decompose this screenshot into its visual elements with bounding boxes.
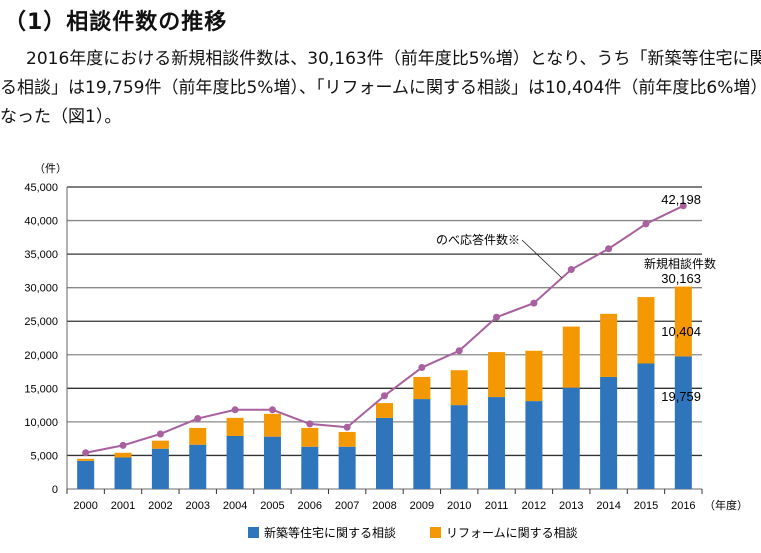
line-point xyxy=(268,406,276,414)
line-point xyxy=(156,430,164,438)
x-tick-label: 2000 xyxy=(73,500,97,512)
bar-reform xyxy=(189,427,207,445)
bar-new xyxy=(488,397,506,489)
line-point xyxy=(530,299,538,307)
total-value: 30,163 xyxy=(661,271,701,286)
x-tick-label: 2004 xyxy=(223,500,247,512)
line-point xyxy=(306,420,314,428)
bar-new xyxy=(674,356,692,489)
line-point xyxy=(605,245,613,253)
bar-reform xyxy=(674,286,692,357)
line-point xyxy=(567,266,575,274)
bar-new xyxy=(450,405,468,489)
y-tick-label: 20,000 xyxy=(24,350,58,362)
bar-reform xyxy=(151,440,169,449)
line-series-label: のべ応答件数※ xyxy=(436,232,520,247)
total-label: 新規相談件数 xyxy=(644,256,716,271)
bar-new xyxy=(226,435,244,489)
x-tick-label: 2009 xyxy=(410,500,434,512)
bar-new xyxy=(189,444,207,489)
bar-reform xyxy=(376,403,393,418)
legend-swatch-reform xyxy=(430,527,441,538)
line-point xyxy=(119,441,127,449)
x-tick-label: 2005 xyxy=(260,500,284,512)
x-tick-label: 2006 xyxy=(298,500,322,512)
line-point xyxy=(679,202,687,210)
legend-swatch-new xyxy=(248,527,259,538)
bar-reform xyxy=(226,417,244,436)
x-tick-label: 2007 xyxy=(335,500,359,512)
y-tick-label: 35,000 xyxy=(24,249,58,261)
y-tick-label: 5,000 xyxy=(30,450,58,462)
bar-new xyxy=(301,446,319,489)
bar-reform xyxy=(600,313,618,377)
line-point xyxy=(493,313,501,321)
x-tick-label: 2001 xyxy=(111,500,135,512)
legend: 新築等住宅に関する相談 リフォームに関する相談 xyxy=(248,525,578,540)
bar-reform xyxy=(301,427,319,447)
line-point xyxy=(231,406,239,414)
line-point xyxy=(343,423,351,431)
bar-new xyxy=(263,436,281,489)
bar-reform xyxy=(263,413,281,437)
x-tick-label: 2002 xyxy=(148,500,172,512)
x-tick-label: 2013 xyxy=(559,500,583,512)
bar-new xyxy=(114,457,132,489)
y-unit-label: （件） xyxy=(34,162,67,175)
new-value: 19,759 xyxy=(661,389,701,404)
y-tick-label: 10,000 xyxy=(24,417,58,429)
y-tick-label: 40,000 xyxy=(24,216,58,228)
x-tick-label: 2011 xyxy=(485,500,509,512)
line-point xyxy=(642,220,650,228)
bar-new xyxy=(376,417,393,489)
x-tick-label: 2014 xyxy=(596,500,620,512)
line-point xyxy=(381,392,388,400)
bar-new xyxy=(77,460,95,489)
x-tick-label: 2003 xyxy=(185,500,209,512)
bar-reform xyxy=(114,452,132,458)
bar-reform xyxy=(637,297,655,364)
section-heading: （1）相談件数の推移 xyxy=(4,10,228,35)
bar-reform xyxy=(488,352,506,398)
line-point xyxy=(194,415,202,423)
paragraph-line-2: る相談」は19,759件（前年度比5%増）、「リフォームに関する相談」は10,4… xyxy=(0,78,761,98)
bar-reform xyxy=(525,350,543,402)
legend-label-new: 新築等住宅に関する相談 xyxy=(264,525,396,540)
legend-label-reform: リフォームに関する相談 xyxy=(446,525,578,540)
line-point xyxy=(82,449,90,457)
y-tick-label: 45,000 xyxy=(24,182,58,194)
bar-reform xyxy=(413,376,431,400)
line-last-value: 42,198 xyxy=(661,192,701,207)
bar-new xyxy=(637,363,655,489)
x-tick-label: 2016 xyxy=(671,500,695,512)
bar-new xyxy=(525,401,543,489)
bar-new xyxy=(151,448,169,489)
x-unit-label: （年度） xyxy=(704,498,748,512)
bar-reform xyxy=(338,431,356,447)
x-tick-label: 2010 xyxy=(447,500,471,512)
y-tick-label: 30,000 xyxy=(24,283,58,295)
line-point xyxy=(418,364,426,372)
paragraph-line-1: 2016年度における新規相談件数は、30,163件（前年度比5%増）となり、うち… xyxy=(26,49,761,69)
bar-reform xyxy=(450,370,468,406)
bar-reform xyxy=(562,326,580,388)
reform-value: 10,404 xyxy=(661,324,701,339)
line-point xyxy=(455,347,463,355)
bar-new xyxy=(562,387,580,489)
bar-new xyxy=(338,446,356,489)
x-tick-label: 2008 xyxy=(372,500,396,512)
y-tick-label: 15,000 xyxy=(24,383,58,395)
x-tick-label: 2012 xyxy=(522,500,546,512)
bar-new xyxy=(413,399,431,489)
y-tick-label: 25,000 xyxy=(24,316,58,328)
y-tick-label: 0 xyxy=(52,484,58,496)
line-label-leader xyxy=(521,239,563,279)
paragraph-line-3: なった（図1）。 xyxy=(0,107,122,127)
bar-reform xyxy=(77,458,95,461)
bar-new xyxy=(600,376,618,489)
x-tick-label: 2015 xyxy=(634,500,658,512)
